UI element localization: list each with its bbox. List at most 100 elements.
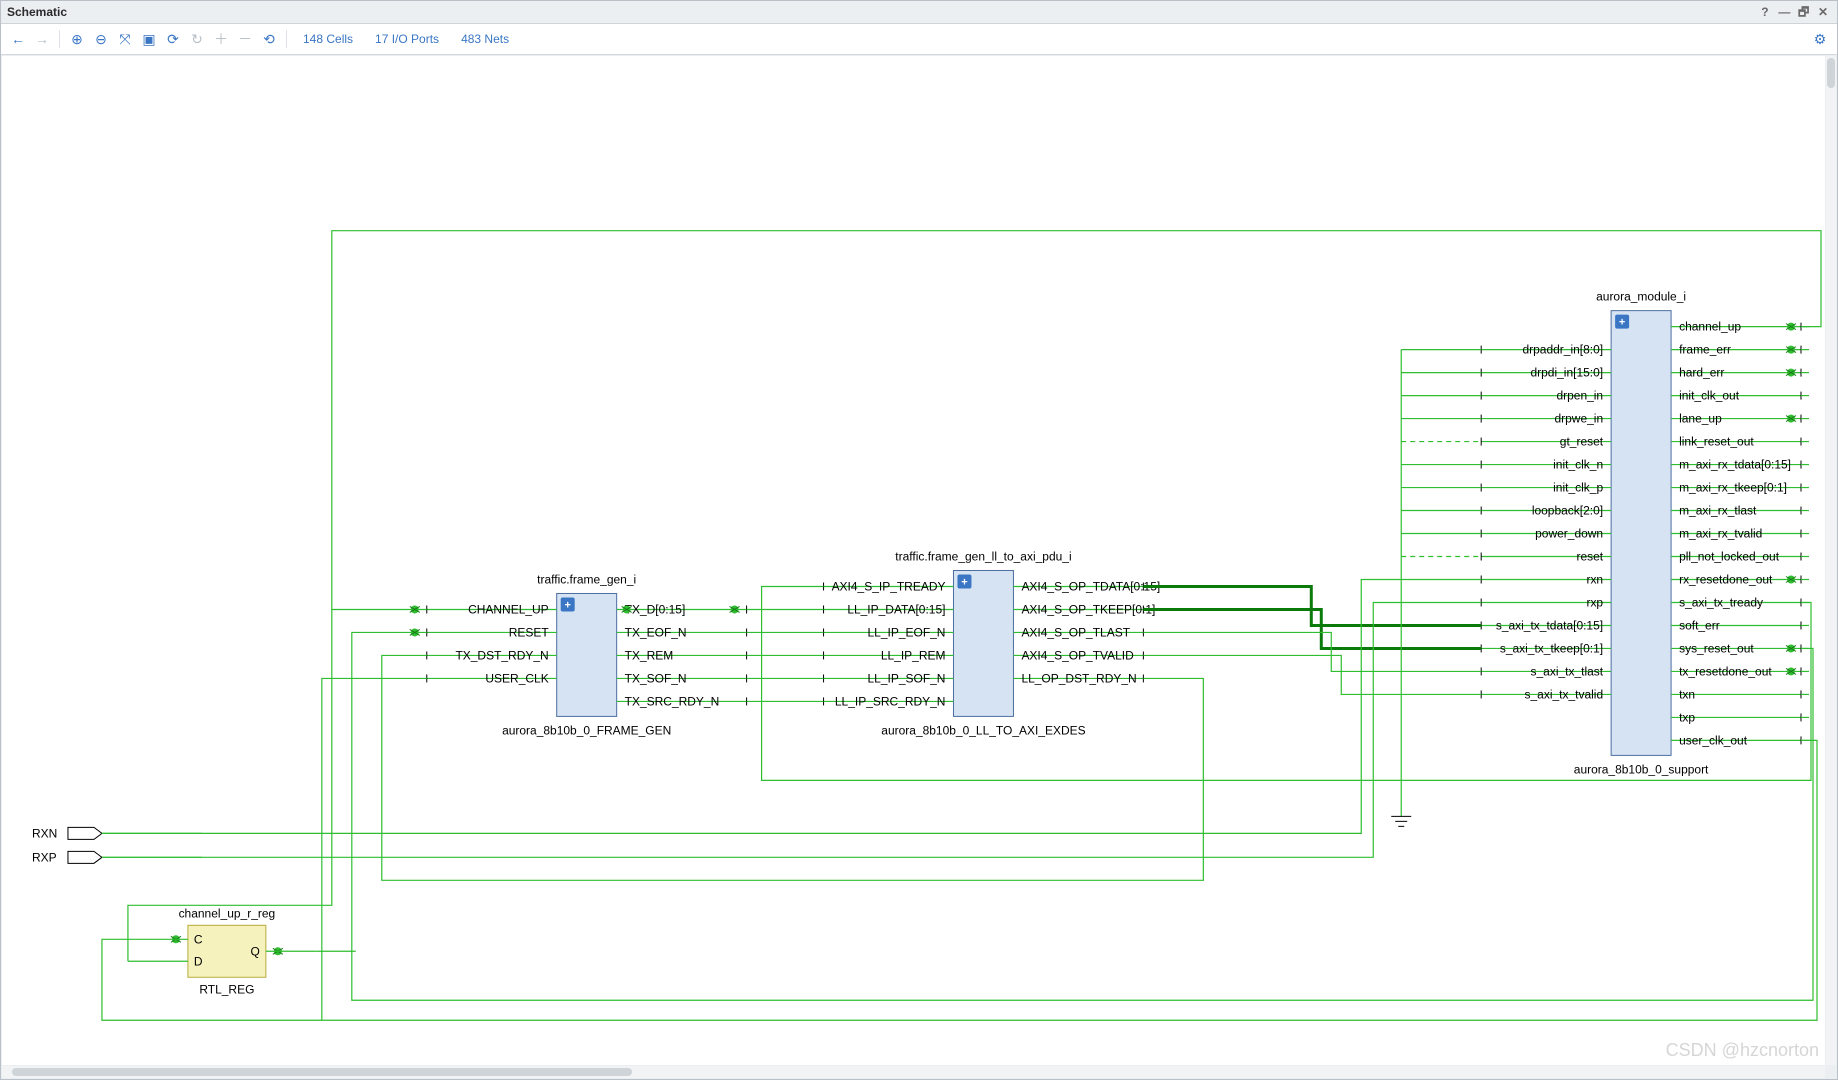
svg-text:TX_REM: TX_REM bbox=[625, 648, 674, 662]
svg-text:power_down: power_down bbox=[1535, 527, 1603, 541]
scroll-thumb[interactable] bbox=[12, 1068, 632, 1076]
svg-text:traffic.frame_gen_i: traffic.frame_gen_i bbox=[537, 572, 636, 586]
horizontal-scrollbar[interactable] bbox=[2, 1066, 1825, 1078]
svg-text:+: + bbox=[564, 599, 570, 611]
schematic-svg: RXN RXP channel_up_r_reg CD Q RTL_REG traffic.… bbox=[2, 56, 1825, 1065]
svg-text:frame_err: frame_err bbox=[1679, 343, 1731, 357]
svg-text:pll_not_locked_out: pll_not_locked_out bbox=[1679, 550, 1780, 564]
svg-text:LL_IP_EOF_N: LL_IP_EOF_N bbox=[868, 625, 946, 639]
svg-text:s_axi_tx_tkeep[0:1]: s_axi_tx_tkeep[0:1] bbox=[1500, 641, 1603, 655]
svg-text:drpaddr_in[8:0]: drpaddr_in[8:0] bbox=[1522, 343, 1603, 357]
zoom-fit-icon[interactable]: ⤧ bbox=[114, 28, 136, 50]
svg-text:drpen_in: drpen_in bbox=[1556, 389, 1603, 403]
svg-text:hard_err: hard_err bbox=[1679, 366, 1724, 380]
settings-icon[interactable]: ⚙ bbox=[1809, 28, 1831, 50]
svg-text:LL_IP_DATA[0:15]: LL_IP_DATA[0:15] bbox=[847, 602, 945, 616]
svg-text:TX_SRC_RDY_N: TX_SRC_RDY_N bbox=[625, 694, 720, 708]
reload-icon[interactable]: ⟲ bbox=[258, 28, 280, 50]
svg-text:TX_DST_RDY_N: TX_DST_RDY_N bbox=[455, 648, 548, 662]
svg-text:TX_SOF_N: TX_SOF_N bbox=[625, 671, 687, 685]
refresh-icon[interactable]: ⟳ bbox=[162, 28, 184, 50]
svg-text:aurora_module_i: aurora_module_i bbox=[1596, 290, 1686, 304]
svg-text:LL_OP_DST_RDY_N: LL_OP_DST_RDY_N bbox=[1021, 671, 1136, 685]
svg-text:drpwe_in: drpwe_in bbox=[1554, 412, 1603, 426]
svg-text:gt_reset: gt_reset bbox=[1560, 435, 1604, 449]
svg-text:sys_reset_out: sys_reset_out bbox=[1679, 641, 1754, 655]
zoom-in-icon[interactable]: ⊕ bbox=[66, 28, 88, 50]
zoom-sel-icon[interactable]: ▣ bbox=[138, 28, 160, 50]
svg-text:m_axi_rx_tkeep[0:1]: m_axi_rx_tkeep[0:1] bbox=[1679, 481, 1787, 495]
toolbar: ← → ⊕ ⊖ ⤧ ▣ ⟳ ↻ ＋ － ⟲ 148 Cells 17 I/O P… bbox=[1, 24, 1837, 55]
svg-text:m_axi_rx_tlast: m_axi_rx_tlast bbox=[1679, 504, 1757, 518]
svg-text:aurora_8b10b_0_FRAME_GEN: aurora_8b10b_0_FRAME_GEN bbox=[502, 723, 671, 737]
svg-text:AXI4_S_OP_TLAST: AXI4_S_OP_TLAST bbox=[1021, 625, 1130, 639]
separator bbox=[286, 30, 287, 48]
zoom-out-icon[interactable]: ⊖ bbox=[90, 28, 112, 50]
vertical-scrollbar[interactable] bbox=[1826, 56, 1836, 1065]
scroll-thumb[interactable] bbox=[1827, 58, 1835, 88]
svg-text:s_axi_tx_tlast: s_axi_tx_tlast bbox=[1531, 664, 1604, 678]
svg-text:D: D bbox=[194, 954, 203, 968]
svg-text:rxp: rxp bbox=[1586, 595, 1603, 609]
svg-text:soft_err: soft_err bbox=[1679, 618, 1720, 632]
svg-text:+: + bbox=[1619, 317, 1625, 329]
svg-text:s_axi_tx_tvalid: s_axi_tx_tvalid bbox=[1525, 687, 1604, 701]
nets-link[interactable]: 483 Nets bbox=[461, 32, 509, 46]
svg-text:init_clk_out: init_clk_out bbox=[1679, 389, 1740, 403]
svg-text:CHANNEL_UP: CHANNEL_UP bbox=[468, 602, 549, 616]
svg-text:init_clk_p: init_clk_p bbox=[1553, 481, 1603, 495]
remove-icon[interactable]: － bbox=[234, 28, 256, 50]
svg-text:rxn: rxn bbox=[1586, 572, 1603, 586]
svg-text:aurora_8b10b_0_LL_TO_AXI_EXDES: aurora_8b10b_0_LL_TO_AXI_EXDES bbox=[881, 723, 1085, 737]
separator bbox=[59, 30, 60, 48]
svg-text:user_clk_out: user_clk_out bbox=[1679, 733, 1748, 747]
close-icon[interactable]: ✕ bbox=[1815, 1, 1831, 23]
svg-text:channel_up_r_reg: channel_up_r_reg bbox=[179, 906, 276, 920]
schematic-window: Schematic ? — 🗗 ✕ ← → ⊕ ⊖ ⤧ ▣ ⟳ ↻ ＋ － ⟲ … bbox=[0, 0, 1838, 1080]
add-icon[interactable]: ＋ bbox=[210, 28, 232, 50]
window-titlebar: Schematic ? — 🗗 ✕ bbox=[1, 1, 1837, 24]
svg-text:txn: txn bbox=[1679, 687, 1695, 701]
help-icon[interactable]: ? bbox=[1757, 1, 1773, 23]
io-link[interactable]: 17 I/O Ports bbox=[375, 32, 439, 46]
svg-text:C: C bbox=[194, 932, 203, 946]
schematic-canvas[interactable]: RXN RXP channel_up_r_reg CD Q RTL_REG traffic.… bbox=[2, 56, 1825, 1065]
svg-text:RXP: RXP bbox=[32, 850, 57, 864]
nav-fwd-icon[interactable]: → bbox=[31, 28, 53, 50]
svg-text:lane_up: lane_up bbox=[1679, 412, 1722, 426]
svg-text:AXI4_S_OP_TDATA[0:15]: AXI4_S_OP_TDATA[0:15] bbox=[1021, 579, 1160, 593]
svg-text:traffic.frame_gen_ll_to_axi_pd: traffic.frame_gen_ll_to_axi_pdu_i bbox=[895, 550, 1071, 564]
svg-text:aurora_8b10b_0_support: aurora_8b10b_0_support bbox=[1574, 762, 1709, 776]
svg-text:channel_up: channel_up bbox=[1679, 320, 1741, 334]
minimize-icon[interactable]: — bbox=[1776, 1, 1792, 23]
cells-link[interactable]: 148 Cells bbox=[303, 32, 353, 46]
svg-text:s_axi_tx_tdata[0:15]: s_axi_tx_tdata[0:15] bbox=[1496, 618, 1603, 632]
svg-text:LL_IP_REM: LL_IP_REM bbox=[881, 648, 946, 662]
svg-text:m_axi_rx_tdata[0:15]: m_axi_rx_tdata[0:15] bbox=[1679, 458, 1791, 472]
window-title: Schematic bbox=[7, 1, 67, 23]
svg-text:drpdi_in[15:0]: drpdi_in[15:0] bbox=[1530, 366, 1603, 380]
svg-text:TX_EOF_N: TX_EOF_N bbox=[625, 625, 687, 639]
svg-text:+: + bbox=[961, 576, 967, 588]
redo-icon[interactable]: ↻ bbox=[186, 28, 208, 50]
svg-text:tx_resetdone_out: tx_resetdone_out bbox=[1679, 664, 1772, 678]
svg-text:init_clk_n: init_clk_n bbox=[1553, 458, 1603, 472]
svg-text:txp: txp bbox=[1679, 710, 1695, 724]
svg-text:RXN: RXN bbox=[32, 826, 57, 840]
svg-text:RESET: RESET bbox=[509, 625, 550, 639]
svg-text:RTL_REG: RTL_REG bbox=[199, 982, 254, 996]
svg-text:LL_IP_SRC_RDY_N: LL_IP_SRC_RDY_N bbox=[835, 694, 946, 708]
svg-text:TX_D[0:15]: TX_D[0:15] bbox=[625, 602, 686, 616]
nav-back-icon[interactable]: ← bbox=[7, 28, 29, 50]
svg-text:Q: Q bbox=[251, 944, 260, 958]
restore-icon[interactable]: 🗗 bbox=[1796, 1, 1812, 23]
svg-text:LL_IP_SOF_N: LL_IP_SOF_N bbox=[868, 671, 946, 685]
svg-text:reset: reset bbox=[1576, 550, 1603, 564]
svg-text:AXI4_S_OP_TKEEP[0:1]: AXI4_S_OP_TKEEP[0:1] bbox=[1021, 602, 1155, 616]
svg-text:loopback[2:0]: loopback[2:0] bbox=[1532, 504, 1603, 518]
svg-text:AXI4_S_OP_TVALID: AXI4_S_OP_TVALID bbox=[1021, 648, 1134, 662]
window-controls: ? — 🗗 ✕ bbox=[1757, 1, 1831, 23]
svg-text:m_axi_rx_tvalid: m_axi_rx_tvalid bbox=[1679, 527, 1762, 541]
svg-text:AXI4_S_IP_TREADY: AXI4_S_IP_TREADY bbox=[832, 579, 946, 593]
svg-text:s_axi_tx_tready: s_axi_tx_tready bbox=[1679, 595, 1763, 609]
